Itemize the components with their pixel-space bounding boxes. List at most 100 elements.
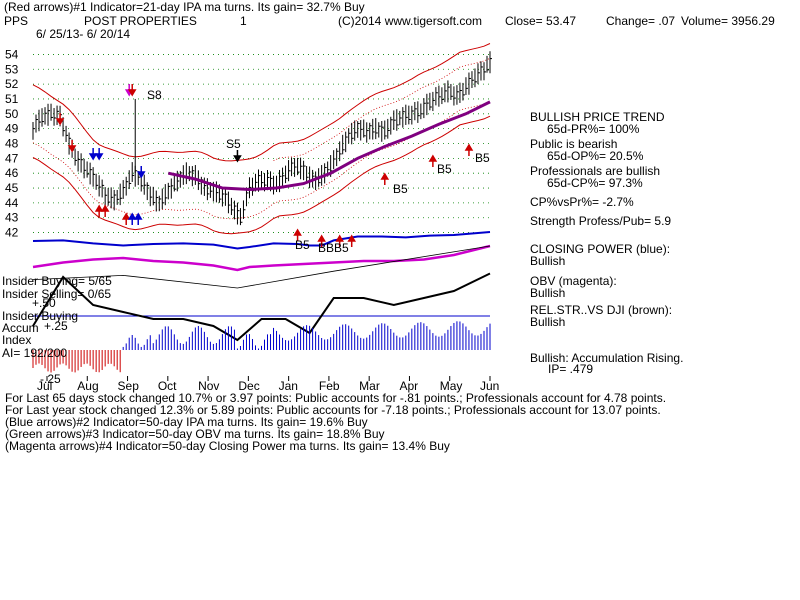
close-value: Close= 53.47	[505, 14, 577, 28]
ip-value: IP= .479	[548, 362, 594, 376]
y-tick-label: 54	[5, 47, 19, 61]
indicator-lines	[32, 231, 491, 342]
y-tick-label: 49	[5, 122, 19, 136]
professionals-status: Professionals are bullish	[530, 164, 661, 178]
public-status: Public is bearish	[530, 137, 618, 151]
x-tick-label: Jun	[480, 379, 499, 393]
x-tick-label: Jan	[279, 379, 298, 393]
signal-arrow	[233, 150, 242, 163]
signal-arrow	[121, 212, 131, 225]
footer-magenta-arrows: (Magenta arrows)#4 Indicator=50-day Clos…	[5, 439, 450, 453]
obv-label: OBV (magenta):	[530, 274, 617, 288]
signal-b5-1: B5	[475, 151, 490, 165]
closing-power-label: CLOSING POWER (blue):	[530, 242, 671, 256]
signal-arrow	[133, 212, 143, 225]
accum-plus50: +.50	[32, 296, 56, 310]
strength-ratio: Strength Profess/Pub= 5.9	[530, 214, 672, 228]
price-bars	[32, 51, 492, 226]
x-tick-label: Dec	[238, 379, 259, 393]
inner-upper-band	[273, 57, 491, 161]
signal-arrow	[380, 172, 390, 185]
index-label: Index	[2, 333, 32, 347]
obv-line	[32, 244, 491, 272]
y-tick-label: 53	[5, 62, 19, 76]
signal-s5: S5	[226, 137, 241, 151]
copyright: (C)2014 www.tigersoft.com	[338, 14, 483, 28]
insider-buying-count: Insider Buying= 5/65	[2, 274, 112, 288]
signal-arrow	[136, 166, 146, 179]
signal-arrow	[127, 84, 137, 97]
accumulation-status: Bullish: Accumulation Rising.	[530, 351, 684, 365]
insider-buying-label: Insider Buying	[2, 309, 79, 323]
y-tick-label: 48	[5, 137, 19, 151]
signal-arrow	[88, 148, 98, 161]
signal-arrow	[428, 154, 438, 167]
x-tick-label: Mar	[359, 379, 380, 393]
signal-arrows	[55, 84, 474, 247]
ticker-symbol: PPS	[4, 14, 29, 28]
relstr-label: REL.STR..VS DJI (brown):	[530, 303, 673, 317]
x-tick-labels: Jul Aug Sep Oct Nov Dec Jan Feb Mar Apr May Jun	[37, 376, 499, 393]
accum-minus25: -.25	[40, 372, 61, 386]
accumulation-histogram	[32, 321, 491, 373]
accum-label: Accum	[2, 321, 39, 335]
x-tick-label: Jul	[37, 379, 52, 393]
upper-band	[32, 43, 491, 162]
signal-arrow	[94, 204, 104, 217]
date-range: 6/ 25/13- 6/ 20/14	[36, 27, 131, 41]
footer-65day: For Last 65 days stock changed 10.7% or …	[5, 391, 667, 405]
accum-line	[32, 272, 491, 342]
accum-plus25: +.25	[44, 319, 68, 333]
signal-arrow	[464, 143, 474, 156]
header-indicator-line: (Red arrows)#1 Indicator=21-day IPA ma t…	[4, 0, 365, 14]
obv-status: Bullish	[530, 286, 566, 300]
footer-blue-arrows: (Blue arrows)#2 Indicator=50-day IPA ma …	[5, 415, 368, 429]
y-tick-label: 46	[5, 166, 19, 180]
closing-power-line	[32, 231, 491, 250]
op-percent: 65d-OP%= 20.5%	[547, 149, 644, 163]
inner-lower-band	[32, 101, 491, 220]
signal-arrow	[100, 204, 110, 217]
y-tick-label: 45	[5, 181, 19, 195]
signal-b5-3: B5	[393, 182, 408, 196]
y-tick-label: 47	[5, 151, 19, 165]
price-trend: BULLISH PRICE TREND	[530, 110, 665, 124]
y-tick-label: 51	[5, 92, 19, 106]
pr-percent: 65d-PR%= 100%	[547, 122, 640, 136]
price-bands	[32, 43, 491, 235]
relstr-status: Bullish	[530, 315, 566, 329]
footer-year: For Last year stock changed 12.3% or 5.8…	[5, 403, 661, 417]
signal-arrow	[317, 234, 326, 247]
signal-b5-4: B5	[295, 238, 310, 252]
price-grid	[33, 54, 490, 233]
y-tick-label: 42	[5, 226, 19, 240]
y-tick-label: 43	[5, 211, 19, 225]
y-tick-label: 50	[5, 107, 19, 121]
signal-s8: S8	[147, 88, 162, 102]
signal-b5-2: B5	[437, 162, 452, 176]
x-tick-label: May	[440, 379, 463, 393]
y-tick-label: 44	[5, 196, 19, 210]
panel-number: 1	[240, 14, 247, 28]
insider-selling-count: Insider Selling= 0/65	[2, 287, 112, 301]
signal-arrow	[94, 148, 104, 161]
footer-green-arrows: (Green arrows)#3 Indicator=50-day OBV ma…	[5, 427, 385, 441]
x-tick-label: Oct	[158, 379, 177, 393]
lower-band	[32, 115, 491, 235]
moving-average	[167, 100, 491, 192]
rel-strength-line	[32, 245, 491, 289]
signal-arrow	[67, 140, 77, 153]
cp-percent: 65d-CP%= 97.3%	[547, 176, 643, 190]
company-name: POST PROPERTIES	[84, 14, 197, 28]
signal-arrow	[335, 234, 344, 247]
signal-bbb5: BBB5	[318, 241, 349, 255]
change-value: Change= .07	[606, 14, 676, 28]
ma-line	[167, 100, 491, 192]
x-tick-label: Aug	[77, 379, 98, 393]
signal-arrow	[127, 212, 137, 225]
cp-vs-pr: CP%vsPr%= -2.7%	[530, 195, 634, 209]
signal-arrow	[293, 228, 302, 241]
x-tick-label: Feb	[319, 379, 340, 393]
volume-value: Volume= 3956.29	[681, 14, 775, 28]
